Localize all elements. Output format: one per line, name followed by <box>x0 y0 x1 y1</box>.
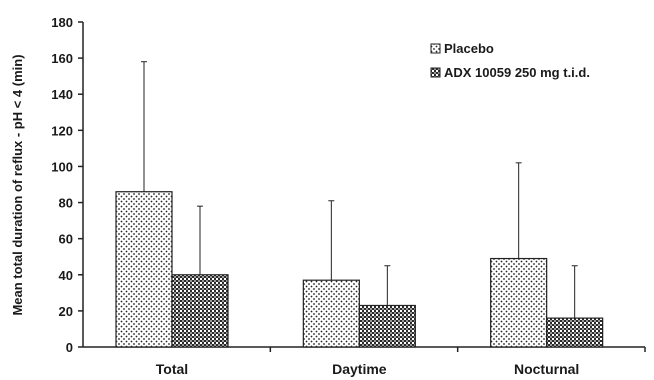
bar-adx-daytime <box>358 304 416 348</box>
y-axis-label: Mean total duration of reflux - pH < 4 (… <box>10 54 25 315</box>
category-label-nocturnal: Nocturnal <box>514 361 579 377</box>
bar-adx-total <box>171 274 229 348</box>
legend-swatch-placebo <box>430 43 441 54</box>
y-tick-label: 180 <box>51 15 73 30</box>
y-tick-label: 60 <box>59 232 73 247</box>
category-label-daytime: Daytime <box>332 361 387 377</box>
x-axis <box>83 346 646 352</box>
y-tick-label: 100 <box>51 159 73 174</box>
category-labels: Total Daytime Nocturnal <box>156 361 580 377</box>
y-tick-label: 40 <box>59 268 73 283</box>
y-tick-label: 140 <box>51 87 73 102</box>
y-tick-label: 20 <box>59 304 73 319</box>
y-tick-label: 80 <box>59 196 73 211</box>
bar-placebo-total <box>115 191 173 348</box>
y-tick-label: 0 <box>66 340 73 355</box>
y-tick-label: 120 <box>51 123 73 138</box>
legend-label-adx: ADX 10059 250 mg t.i.d. <box>444 65 590 80</box>
legend: Placebo ADX 10059 250 mg t.i.d. <box>430 41 590 80</box>
bar-placebo-daytime <box>302 279 360 348</box>
category-label-total: Total <box>156 361 188 377</box>
legend-label-placebo: Placebo <box>444 41 494 56</box>
legend-swatch-adx <box>430 67 441 78</box>
bar-adx-nocturnal <box>546 317 604 348</box>
bar-placebo-nocturnal <box>490 257 548 348</box>
error-bars-group <box>141 61 578 319</box>
y-tick-label: 160 <box>51 51 73 66</box>
y-axis: 0 20 40 60 80 100 120 140 160 180 <box>51 15 84 355</box>
bars-group <box>115 191 604 348</box>
